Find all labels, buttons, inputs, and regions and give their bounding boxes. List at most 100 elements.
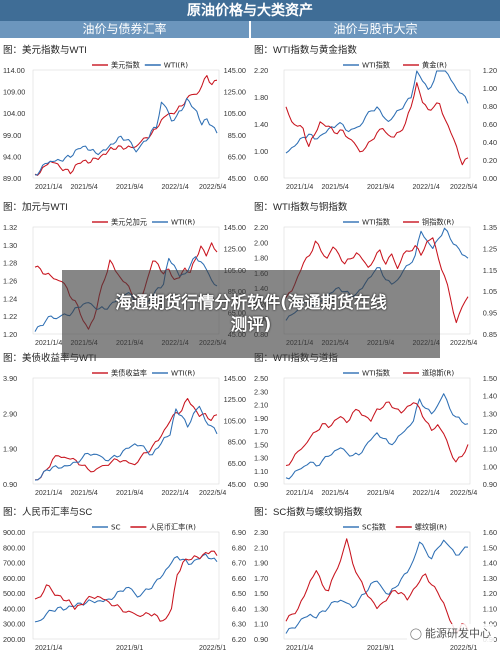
chart-title: 图：人民币汇率与SC bbox=[3, 507, 93, 518]
left-axis-tick-label: 0.60 bbox=[254, 174, 268, 183]
right-axis-tick-label: 105.00 bbox=[224, 109, 246, 118]
legend-label: WTI指数 bbox=[362, 369, 390, 378]
chart-svg: 2.20 1.80 1.40 1.00 0.60 1.20 1.00 0.80 0.60 0.40… bbox=[254, 61, 497, 192]
left-axis-tick-label: 1.90 bbox=[254, 414, 268, 423]
left-axis-tick-label: 2.10 bbox=[254, 543, 268, 552]
x-axis-tick-label: 2022/5/4 bbox=[450, 184, 477, 191]
series-line bbox=[285, 82, 469, 166]
right-axis-tick-label: 1.10 bbox=[483, 445, 497, 454]
watermark-line-2: 测评) bbox=[230, 315, 272, 334]
left-axis-tick-label: 1.70 bbox=[254, 574, 268, 583]
x-axis-tick-label: 2021/9/4 bbox=[116, 490, 143, 497]
left-axis-tick-label: 300.00 bbox=[3, 620, 25, 629]
right-axis-tick-label: 1.00 bbox=[483, 84, 497, 93]
right-axis-tick-label: 0.00 bbox=[483, 174, 497, 183]
right-axis-tick-label: 45.00 bbox=[228, 480, 246, 489]
x-axis-tick-label: 2022/5/4 bbox=[199, 490, 226, 497]
left-axis-tick-label: 1.24 bbox=[3, 294, 17, 303]
right-axis-tick-label: 125.00 bbox=[224, 395, 246, 404]
left-axis-tick-label: 1.50 bbox=[254, 440, 268, 449]
legend-label: WTI指数 bbox=[362, 218, 390, 227]
chart-title: 图：WTI指数与铜指数 bbox=[254, 202, 348, 213]
left-axis-tick-label: 1.80 bbox=[254, 254, 268, 263]
legend-label: SC指数 bbox=[362, 523, 386, 532]
x-axis-tick-label: 2022/5/1 bbox=[450, 645, 477, 652]
chart-title: 图：美元指数与WTI bbox=[3, 45, 87, 56]
brand-text: 能源研发中心 bbox=[425, 628, 491, 640]
brand-tag: ◯ 能源研发中心 bbox=[406, 624, 494, 642]
right-axis-tick-label: 0.85 bbox=[483, 330, 497, 339]
right-axis-tick-label: 1.30 bbox=[483, 574, 497, 583]
plot-frame bbox=[32, 69, 220, 179]
right-axis-tick-label: 1.50 bbox=[483, 374, 497, 383]
legend-label: 螺纹钢(R) bbox=[415, 523, 447, 532]
series-line bbox=[285, 393, 469, 480]
right-axis-tick-label: 6.80 bbox=[232, 543, 246, 552]
left-axis-tick-label: 1.90 bbox=[3, 445, 17, 454]
left-axis-tick-label: 2.50 bbox=[254, 374, 268, 383]
right-axis-tick-label: 65.00 bbox=[228, 459, 246, 468]
x-axis-tick-label: 2022/1/4 bbox=[413, 184, 440, 191]
left-axis-tick-label: 2.20 bbox=[254, 223, 268, 232]
left-axis-tick-label: 800.00 bbox=[3, 543, 25, 552]
x-axis-tick-label: 2021/9/1 bbox=[116, 645, 143, 652]
right-axis-tick-label: 145.00 bbox=[224, 374, 246, 383]
left-axis-tick-label: 1.70 bbox=[254, 427, 268, 436]
left-axis-tick-label: 114.00 bbox=[3, 66, 25, 75]
left-axis-tick-label: 900.00 bbox=[3, 528, 25, 537]
x-axis-tick-label: 2021/1/4 bbox=[35, 645, 62, 652]
right-axis-tick-label: 45.00 bbox=[228, 174, 246, 183]
x-axis-tick-label: 2021/9/1 bbox=[367, 645, 394, 652]
chart-panel-cny-sc: 图：人民币汇率与SC 900.00 800.00 700.00 600.00 500.0… bbox=[0, 502, 249, 653]
series-line bbox=[285, 539, 469, 634]
right-axis-tick-label: 1.40 bbox=[483, 392, 497, 401]
left-axis-tick-label: 1.10 bbox=[254, 620, 268, 629]
left-axis-tick-label: 500.00 bbox=[3, 589, 25, 598]
left-axis-tick-label: 2.10 bbox=[254, 401, 268, 410]
series-line bbox=[34, 550, 218, 622]
right-axis-tick-label: 6.30 bbox=[232, 620, 246, 629]
right-axis-tick-label: 1.20 bbox=[483, 589, 497, 598]
x-axis-tick-label: 2022/1/4 bbox=[162, 184, 189, 191]
right-axis-tick-label: 6.20 bbox=[232, 635, 246, 644]
right-column-header: 油价与股市大宗 bbox=[251, 21, 500, 38]
legend-label: WTI(R) bbox=[171, 369, 195, 378]
left-axis-tick-label: 99.00 bbox=[3, 131, 21, 140]
x-axis-tick-label: 2022/1/4 bbox=[413, 490, 440, 497]
x-axis-tick-label: 2022/5/4 bbox=[199, 184, 226, 191]
series-line bbox=[285, 237, 469, 324]
legend-label: 道琼斯(R) bbox=[422, 369, 454, 378]
x-axis-tick-label: 2022/5/4 bbox=[450, 490, 477, 497]
x-axis-tick-label: 2022/5/4 bbox=[450, 340, 477, 347]
chart-panel-ust-yield-wti: 图：美债收益率与WTI 3.90 2.90 1.90 0.90 145.00 125.00… bbox=[0, 348, 249, 498]
plot-frame bbox=[32, 531, 220, 640]
left-axis-tick-label: 1.20 bbox=[3, 330, 17, 339]
chart-svg: 2.50 2.30 2.10 1.90 1.70 1.50 1.30 1.10 0.90 1.50… bbox=[254, 369, 497, 498]
series-line bbox=[34, 75, 218, 176]
right-axis-tick-label: 0.60 bbox=[483, 120, 497, 129]
left-axis-tick-label: 1.30 bbox=[254, 604, 268, 613]
series-line bbox=[285, 70, 469, 154]
left-axis-tick-label: 94.00 bbox=[3, 152, 21, 161]
x-axis-tick-label: 2021/1/4 bbox=[286, 184, 313, 191]
right-axis-tick-label: 6.90 bbox=[232, 528, 246, 537]
left-axis-tick-label: 1.22 bbox=[3, 312, 17, 321]
series-line bbox=[34, 405, 218, 481]
chart-title: 图：加元与WTI bbox=[3, 202, 68, 213]
left-axis-tick-label: 2.20 bbox=[254, 66, 268, 75]
right-axis-tick-label: 6.60 bbox=[232, 574, 246, 583]
right-axis-tick-label: 1.35 bbox=[483, 223, 497, 232]
right-axis-tick-label: 1.05 bbox=[483, 287, 497, 296]
left-axis-tick-label: 2.30 bbox=[254, 528, 268, 537]
x-axis-tick-label: 2021/9/4 bbox=[116, 184, 143, 191]
legend-label: WTI(R) bbox=[164, 61, 188, 70]
chart-panel-wti-gold: 图：WTI指数与黄金指数 2.20 1.80 1.40 1.00 0.60 1.20 1.0… bbox=[251, 40, 500, 192]
series-line bbox=[35, 97, 218, 176]
legend-label: WTI(R) bbox=[171, 218, 195, 227]
right-axis-tick-label: 6.40 bbox=[232, 604, 246, 613]
left-axis-tick-label: 3.90 bbox=[3, 374, 17, 383]
right-axis-tick-label: 6.70 bbox=[232, 559, 246, 568]
x-axis-tick-label: 2021/5/4 bbox=[322, 490, 349, 497]
right-axis-tick-label: 1.30 bbox=[483, 409, 497, 418]
left-axis-tick-label: 1.40 bbox=[254, 120, 268, 129]
